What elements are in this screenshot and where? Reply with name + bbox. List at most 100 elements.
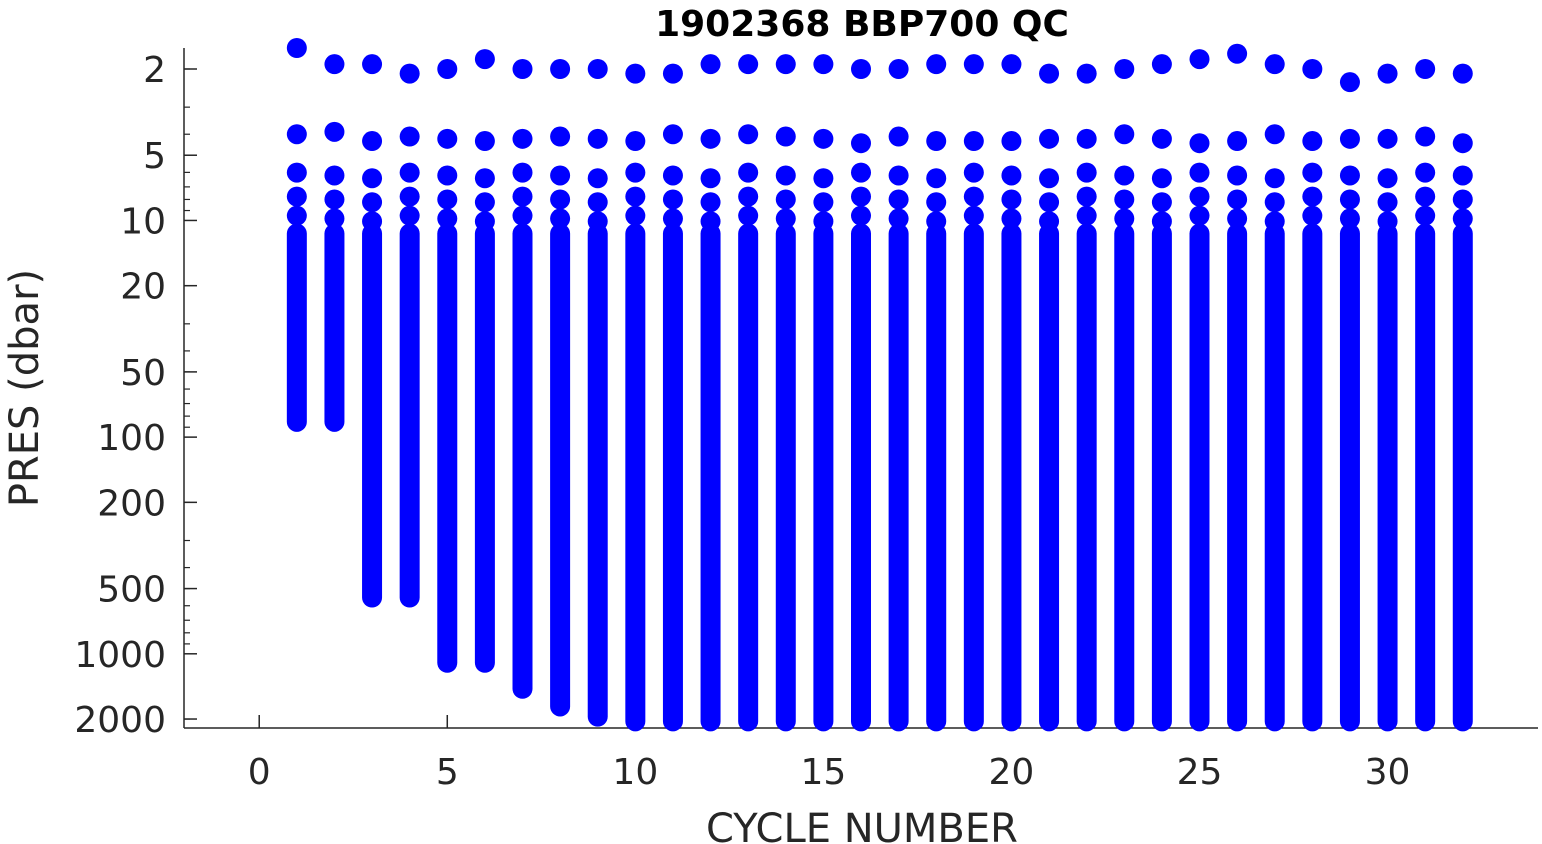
data-marks: [286, 38, 1473, 732]
data-point: [888, 58, 909, 79]
data-point: [437, 208, 458, 229]
data-point: [286, 186, 307, 207]
data-point: [813, 54, 834, 75]
data-point: [1189, 49, 1210, 70]
data-point: [1114, 124, 1135, 145]
profile-column: [738, 223, 759, 732]
data-point: [1039, 63, 1060, 84]
profile-column: [1076, 223, 1097, 732]
profile-column: [888, 223, 909, 732]
data-point: [1227, 189, 1248, 210]
data-point: [1415, 186, 1436, 207]
data-point: [1302, 162, 1323, 183]
y-tick-label: 500: [97, 570, 166, 611]
data-point: [926, 168, 947, 189]
data-point: [324, 208, 345, 229]
data-point: [700, 54, 721, 75]
data-point: [1076, 205, 1097, 226]
data-point: [625, 63, 646, 84]
profile-column: [1114, 223, 1135, 732]
data-point: [286, 38, 307, 58]
data-point: [738, 162, 759, 183]
x-axis-label: CYCLE NUMBER: [706, 806, 1018, 844]
data-point: [399, 126, 420, 147]
data-point: [625, 131, 646, 152]
data-point: [851, 186, 871, 207]
profile-column: [813, 223, 834, 732]
data-point: [286, 124, 307, 145]
data-point: [1452, 165, 1473, 186]
data-point: [437, 165, 458, 186]
profile-column: [1377, 223, 1398, 732]
profile-column: [1189, 223, 1210, 732]
data-point: [775, 208, 796, 229]
data-point: [1001, 208, 1022, 229]
data-point: [662, 63, 683, 84]
data-point: [1001, 165, 1022, 186]
data-point: [963, 205, 984, 226]
data-point: [587, 168, 608, 189]
data-point: [662, 208, 683, 229]
x-tick-label: 0: [248, 752, 271, 793]
data-point: [775, 165, 796, 186]
data-point: [1339, 189, 1360, 210]
data-point: [1302, 131, 1323, 152]
data-point: [1114, 58, 1135, 79]
data-point: [1189, 133, 1210, 154]
profile-column: [1151, 223, 1172, 732]
data-point: [1189, 162, 1210, 183]
y-axis-label: PRES (dbar): [2, 269, 48, 507]
data-point: [587, 192, 608, 213]
data-point: [1339, 128, 1360, 149]
data-point: [587, 58, 608, 79]
data-point: [926, 192, 947, 213]
y-tick-label: 2: [143, 50, 166, 91]
data-point: [512, 205, 533, 226]
data-point: [775, 189, 796, 210]
data-point: [662, 124, 683, 145]
data-point: [738, 205, 759, 226]
data-point: [324, 189, 345, 210]
profile-column: [437, 223, 458, 673]
data-point: [474, 131, 495, 152]
data-point: [399, 162, 420, 183]
data-point: [1377, 168, 1398, 189]
data-point: [1415, 162, 1436, 183]
profile-column: [963, 223, 984, 732]
data-point: [437, 58, 458, 79]
data-point: [625, 205, 646, 226]
data-point: [1302, 205, 1323, 226]
data-point: [888, 126, 909, 147]
data-point: [1452, 208, 1473, 229]
data-point: [888, 189, 909, 210]
y-tick-label: 10: [120, 201, 166, 242]
data-point: [1339, 72, 1360, 93]
data-point: [550, 165, 571, 186]
data-point: [738, 124, 759, 145]
profile-column: [324, 223, 345, 432]
data-point: [1001, 189, 1022, 210]
profile-column: [775, 223, 796, 732]
y-tick-label: 50: [120, 353, 166, 394]
data-point: [963, 186, 984, 207]
data-point: [1151, 54, 1172, 75]
data-point: [437, 128, 458, 149]
data-point: [1151, 128, 1172, 149]
profile-column: [1302, 223, 1323, 732]
data-point: [662, 189, 683, 210]
profile-column: [851, 223, 871, 732]
data-point: [700, 128, 721, 149]
data-point: [399, 205, 420, 226]
data-point: [362, 54, 383, 75]
data-point: [662, 165, 683, 186]
data-point: [1415, 205, 1436, 226]
data-point: [474, 168, 495, 189]
data-point: [1039, 128, 1060, 149]
data-point: [286, 205, 307, 226]
data-point: [399, 186, 420, 207]
data-point: [775, 54, 796, 75]
data-point: [1114, 189, 1135, 210]
profile-column: [1264, 223, 1285, 732]
data-point: [738, 54, 759, 75]
data-point: [1377, 192, 1398, 213]
